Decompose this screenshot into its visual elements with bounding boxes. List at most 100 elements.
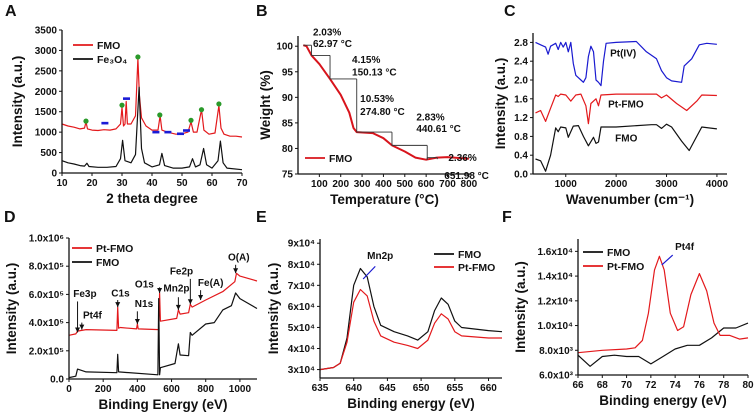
series-markers-circle: [83, 54, 222, 124]
annotation-label: 150.13 °C: [352, 67, 397, 78]
x-tick-label: 645: [379, 383, 396, 394]
x-tick-label: 78: [718, 380, 730, 391]
annotation-label: Pt-FMO: [608, 99, 644, 110]
annotation-label: N1s: [135, 299, 154, 310]
annotation: 2.83%: [416, 112, 444, 123]
y-tick-label: 0: [51, 169, 57, 180]
series-line: [68, 292, 258, 379]
annotation: 10.53%: [360, 94, 394, 105]
legend: FMO Fe₃O₄: [73, 40, 127, 66]
phase-marker-dash: [177, 132, 184, 136]
x-tick-label: 10: [56, 178, 68, 189]
legend-label: Pt-FMO: [96, 243, 133, 255]
x-tick-label: 100: [311, 179, 328, 190]
arrow-head-icon: [233, 268, 239, 274]
x-axis-title: Binding Energy (eV): [98, 397, 227, 412]
y-tick-label: 3000: [35, 46, 58, 57]
panel-letter: D: [4, 209, 16, 226]
axes: 10 20 30 40 50 60 70 0 500 1000 1500 2000 2500 3000 35…: [10, 26, 248, 207]
arrow-head-icon: [115, 302, 121, 308]
x-tick-label: 3000: [655, 179, 678, 190]
phase-marker-dash: [183, 129, 190, 132]
x-tick-label: 600: [418, 179, 435, 190]
annotation-label: 10.53%: [360, 94, 394, 105]
series-pt-fmo: [577, 255, 749, 354]
phase-marker-circle: [119, 102, 125, 108]
annotation-label: 440.61 °C: [416, 124, 461, 135]
y-tick-label: 1.6: [514, 94, 528, 105]
x-tick-label: 70: [236, 178, 248, 189]
series-line: [577, 255, 749, 354]
x-tick-label: 800: [461, 179, 478, 190]
y-tick-label: 3500: [35, 26, 58, 37]
x-tick-label: 1000: [555, 179, 578, 190]
x-tick-label: 640: [345, 383, 362, 394]
annotation-label: 2.83%: [416, 112, 444, 123]
y-tick-label: 80: [282, 144, 294, 155]
annotation: Pt4f: [79, 310, 103, 330]
series-line: [577, 322, 749, 367]
x-axis-title: 2 theta degree: [106, 191, 198, 206]
annotation-label: 274.80 °C: [360, 107, 405, 118]
legend-label: FMO: [329, 153, 352, 165]
x-tick-label: 20: [86, 178, 98, 189]
annotation-label: Pt(IV): [610, 49, 636, 60]
x-tick-label: 74: [670, 380, 682, 391]
annotation: O(A): [228, 253, 250, 274]
axes: 1000 2000 3000 4000 0.0 0.4 0.8 1.2 1.6 2.0 2.4 2.8…: [493, 33, 728, 207]
x-tick-label: 500: [396, 179, 413, 190]
y-tick-label: 7x10⁴: [288, 281, 315, 292]
series-fmo: [61, 57, 243, 138]
phase-marker-dash: [152, 130, 160, 134]
y-axis-title: Intensity (a.u.): [4, 263, 19, 355]
x-tick-label: 0: [66, 384, 72, 395]
annotation: O1s: [135, 279, 163, 293]
panel-letter: F: [502, 209, 512, 226]
panel-letter: A: [5, 3, 17, 20]
annotation-label: Pt4f: [83, 310, 103, 321]
x-tick-label: 4000: [706, 179, 729, 190]
annotation: 440.61 °C: [416, 124, 461, 135]
x-tick-label: 600: [163, 384, 180, 395]
y-tick-label: 1000: [35, 128, 58, 139]
y-axis-title: Intensity (a.u.): [493, 58, 508, 150]
y-tick-label: 0.4: [514, 151, 528, 162]
x-tick-label: 300: [354, 179, 371, 190]
annotation-label: FMO: [615, 134, 637, 145]
annotation: 4.15%: [352, 55, 380, 66]
x-tick-label: 660: [480, 383, 497, 394]
x-tick-label: 80: [742, 380, 754, 391]
y-tick-label: 90: [282, 93, 294, 104]
annotation: Fe2p: [170, 267, 193, 305]
annotation-label: 62.97 °C: [313, 39, 352, 50]
x-tick-label: 650: [413, 383, 430, 394]
y-tick-label: 2500: [35, 66, 58, 77]
y-tick-label: 95: [282, 67, 294, 78]
annotation: 2.03%: [313, 27, 341, 38]
y-tick-label: 1.6x10⁴: [537, 247, 573, 258]
annotation-label: Mn2p: [163, 284, 189, 295]
y-tick-label: 6x10⁴: [288, 302, 315, 313]
y-tick-label: 8x10⁴: [288, 260, 315, 271]
y-tick-label: 3x10⁴: [288, 365, 315, 376]
phase-marker-dash: [123, 97, 130, 100]
annotation: Fe3p: [73, 289, 97, 333]
x-axis-title: Temperature (°C): [330, 192, 439, 207]
axes: 66 68 70 72 74 76 78 80 6.0x10³ 8.0x10³ 1.0x10⁴ 1.2…: [513, 239, 754, 408]
y-tick-label: 1.4x10⁴: [537, 272, 573, 283]
legend: FMO Pt-FMO: [583, 247, 644, 273]
annotation: Pt4f: [661, 242, 695, 266]
annotation-label: C1s: [111, 289, 130, 300]
x-tick-label: 30: [116, 178, 128, 189]
y-tick-label: 1.0x10⁶: [29, 234, 64, 245]
annotation: 651.98 °C: [444, 171, 489, 182]
x-tick-label: 400: [129, 384, 146, 395]
annotation: 2.36%: [448, 153, 476, 164]
annotation: Fe(A): [198, 278, 223, 301]
y-axis-title: Intensity (a.u.): [513, 261, 528, 353]
y-axis-title: Weight (%): [258, 70, 273, 140]
phase-marker-dash: [101, 121, 109, 125]
series-fmo: [577, 322, 749, 367]
x-tick-label: 72: [645, 380, 657, 391]
